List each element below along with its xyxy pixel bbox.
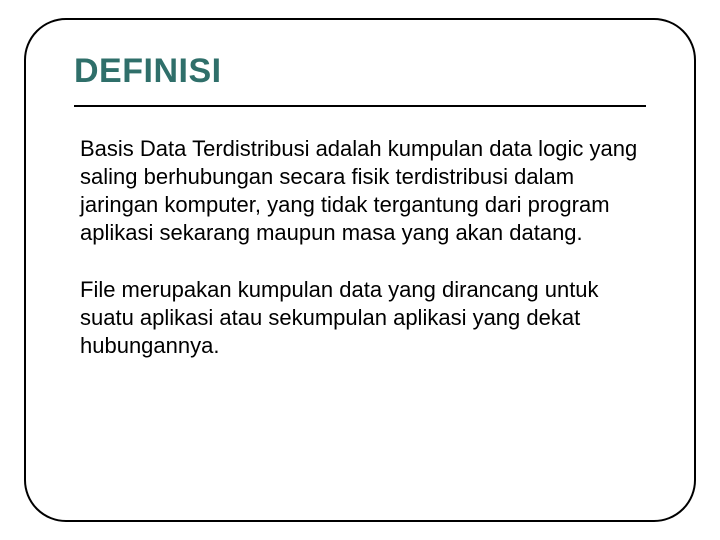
slide-frame: DEFINISI Basis Data Terdistribusi adalah…: [24, 18, 696, 522]
paragraph-2: File merupakan kumpulan data yang diranc…: [74, 276, 646, 360]
title-divider: [74, 105, 646, 107]
slide-title: DEFINISI: [74, 52, 646, 91]
paragraph-1: Basis Data Terdistribusi adalah kumpulan…: [74, 135, 646, 248]
